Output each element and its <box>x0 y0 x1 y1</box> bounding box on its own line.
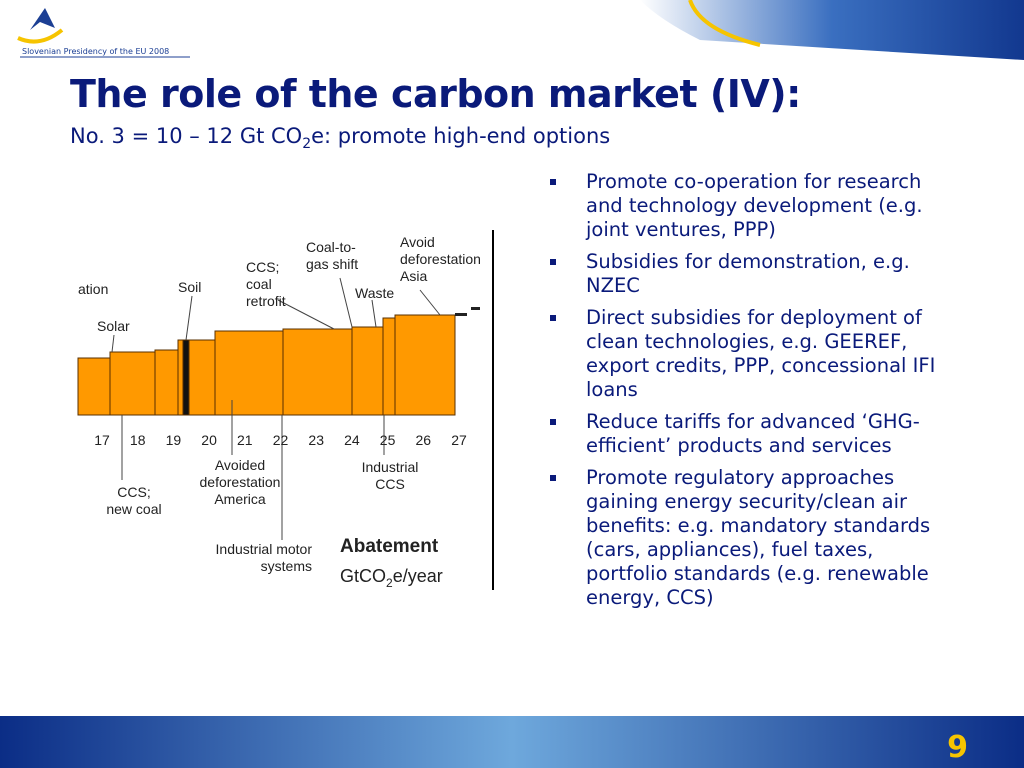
x-tick-label: 18 <box>130 432 146 448</box>
leader <box>419 289 441 316</box>
figure-label: Avoid <box>400 234 435 250</box>
unit-text: GtCO <box>340 566 386 586</box>
leader <box>339 277 353 328</box>
x-tick-label: 19 <box>166 432 182 448</box>
figure-label: coal <box>246 276 272 292</box>
figure-label: ation <box>78 281 108 297</box>
x-tick-label: 26 <box>416 432 432 448</box>
presidency: Slovenian Presidency of the EU 2008 <box>22 47 169 56</box>
leader <box>277 299 335 330</box>
figure-label: Coal-to- <box>306 239 356 255</box>
bar <box>394 314 456 416</box>
subtitle: No. 3 = 10 – 12 Gt CO2e: promote high-en… <box>70 124 610 152</box>
bar <box>77 357 111 416</box>
x-tick-label: 23 <box>308 432 324 448</box>
bar-step <box>471 307 480 310</box>
bullet: Reduce tariffs for advanced ‘GHG-efficie… <box>548 410 948 458</box>
figure-label: America <box>214 491 266 507</box>
bullet: Promote co-operation for research and te… <box>548 170 948 242</box>
title: The role of the carbon market (IV): <box>70 72 801 116</box>
figure-label: Solar <box>97 318 130 334</box>
figure-label: new coal <box>106 501 161 517</box>
subtitle-text: No. 3 = 10 – 12 Gt CO <box>70 124 303 148</box>
x-tick-label: 17 <box>94 432 110 448</box>
figure-label: CCS <box>375 476 405 492</box>
x-tick-label: 22 <box>273 432 289 448</box>
figure-label: deforestation <box>200 474 281 490</box>
leaders <box>111 277 441 540</box>
figure-label: Soil <box>178 279 201 295</box>
logo <box>30 8 55 30</box>
x-tick-label: 21 <box>237 432 253 448</box>
logo-swoosh <box>17 28 64 44</box>
figure-label: CCS; <box>246 259 279 275</box>
figure-label: Industrial motor <box>216 541 313 557</box>
axis-unit: GtCO2e/year <box>340 566 443 590</box>
bullet: Direct subsidies for deployment of clean… <box>548 306 948 402</box>
bar <box>214 330 284 416</box>
x-tick-label: 27 <box>451 432 467 448</box>
bars <box>77 314 456 416</box>
bar <box>382 317 396 416</box>
axis-title: Abatement <box>340 536 439 557</box>
figure-label: CCS; <box>117 484 150 500</box>
figure-label: deforestation <box>400 251 481 267</box>
figure-label: retrofit <box>246 293 286 309</box>
bar-step <box>455 313 467 316</box>
bar <box>282 328 353 416</box>
bottom-banner <box>0 716 1024 768</box>
figure-label: gas shift <box>306 256 358 272</box>
figure-label: Asia <box>400 268 427 284</box>
bar <box>351 326 384 416</box>
figure-label: Avoided <box>215 457 265 473</box>
leader <box>185 295 193 341</box>
banner-stripe <box>688 0 761 47</box>
bullet-list: Promote co-operation for research and te… <box>548 170 948 618</box>
x-tick-label: 24 <box>344 432 360 448</box>
subscript: 2 <box>302 136 312 153</box>
leader <box>111 334 115 353</box>
x-tick-label: 20 <box>201 432 217 448</box>
bullet: Promote regulatory approaches gaining en… <box>548 466 948 610</box>
bar <box>154 349 179 416</box>
page-number: 9 <box>947 730 968 765</box>
figure-label: Waste <box>355 285 394 301</box>
bar <box>109 351 156 416</box>
subtitle-text: e: promote high-end options <box>311 124 611 148</box>
figure-label: Industrial <box>362 459 419 475</box>
unit-sub: 2 <box>386 576 393 590</box>
x-tick-label: 25 <box>380 432 396 448</box>
top-banner <box>640 0 1024 60</box>
bar <box>182 339 190 416</box>
bullet: Subsidies for demonstration, e.g. NZEC <box>548 250 948 298</box>
figure-label: systems <box>261 558 312 574</box>
leader <box>371 299 377 328</box>
unit-text: e/year <box>393 566 443 586</box>
